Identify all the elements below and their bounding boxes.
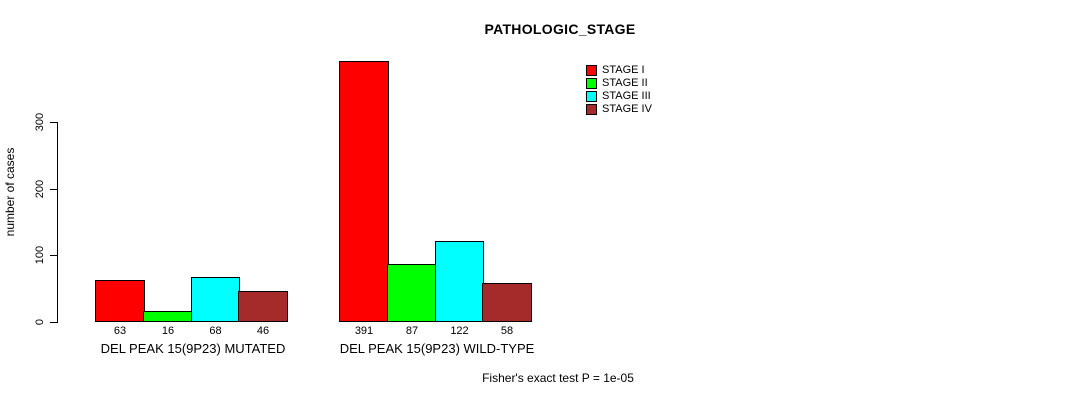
legend-item: STAGE I	[586, 64, 652, 77]
bar-stage-ii-del-peak-15-9p23-mutated	[143, 311, 193, 322]
legend-item: STAGE III	[586, 90, 652, 103]
legend-swatch-stage-ii	[586, 78, 597, 89]
bar-stage-i-del-peak-15-9p23-wild-type	[339, 61, 389, 322]
bar-value-label: 58	[500, 325, 514, 337]
y-axis-tick	[50, 189, 58, 190]
bar-stage-i-del-peak-15-9p23-mutated	[95, 280, 145, 322]
bar-value-label: 87	[405, 325, 419, 337]
legend-item: STAGE II	[586, 77, 652, 90]
bar-value-label: 68	[209, 325, 222, 337]
legend-label: STAGE IV	[602, 103, 652, 115]
bar-value-label: 63	[113, 325, 127, 337]
x-category-label: DEL PEAK 15(9P23) WILD-TYPE	[339, 341, 535, 356]
y-axis-tick	[50, 122, 58, 123]
legend: STAGE I STAGE II STAGE III STAGE IV	[586, 64, 652, 116]
statistical-test-annotation: Fisher's exact test P = 1e-05	[482, 371, 634, 385]
y-axis-line	[57, 122, 58, 323]
y-axis-tick-label: 0	[34, 318, 46, 326]
y-axis-tick-label: 300	[34, 112, 46, 132]
bar-stage-iv-del-peak-15-9p23-wild-type	[482, 283, 532, 322]
x-category-label: DEL PEAK 15(9P23) MUTATED	[100, 341, 286, 356]
bar-stage-iii-del-peak-15-9p23-mutated	[191, 277, 240, 322]
legend-label: STAGE II	[602, 77, 648, 89]
y-axis-tick-label: 100	[34, 245, 46, 265]
bar-stage-iii-del-peak-15-9p23-wild-type	[435, 241, 484, 322]
legend-item: STAGE IV	[586, 103, 652, 116]
bar-value-label: 122	[450, 325, 469, 337]
y-axis-tick	[50, 322, 58, 323]
y-axis-tick-label: 200	[34, 179, 46, 199]
bar-value-label: 46	[256, 325, 270, 337]
chart-title: PATHOLOGIC_STAGE	[484, 21, 636, 37]
bar-stage-ii-del-peak-15-9p23-wild-type	[387, 264, 437, 322]
legend-label: STAGE III	[602, 90, 651, 102]
y-axis-tick	[50, 255, 58, 256]
legend-swatch-stage-iv	[586, 104, 597, 115]
legend-swatch-stage-i	[586, 65, 597, 76]
bar-stage-iv-del-peak-15-9p23-mutated	[238, 291, 288, 322]
bar-value-label: 391	[354, 325, 374, 337]
bar-value-label: 16	[161, 325, 175, 337]
legend-label: STAGE I	[602, 64, 645, 76]
y-axis-title: number of cases	[3, 147, 17, 237]
legend-swatch-stage-iii	[586, 91, 597, 102]
